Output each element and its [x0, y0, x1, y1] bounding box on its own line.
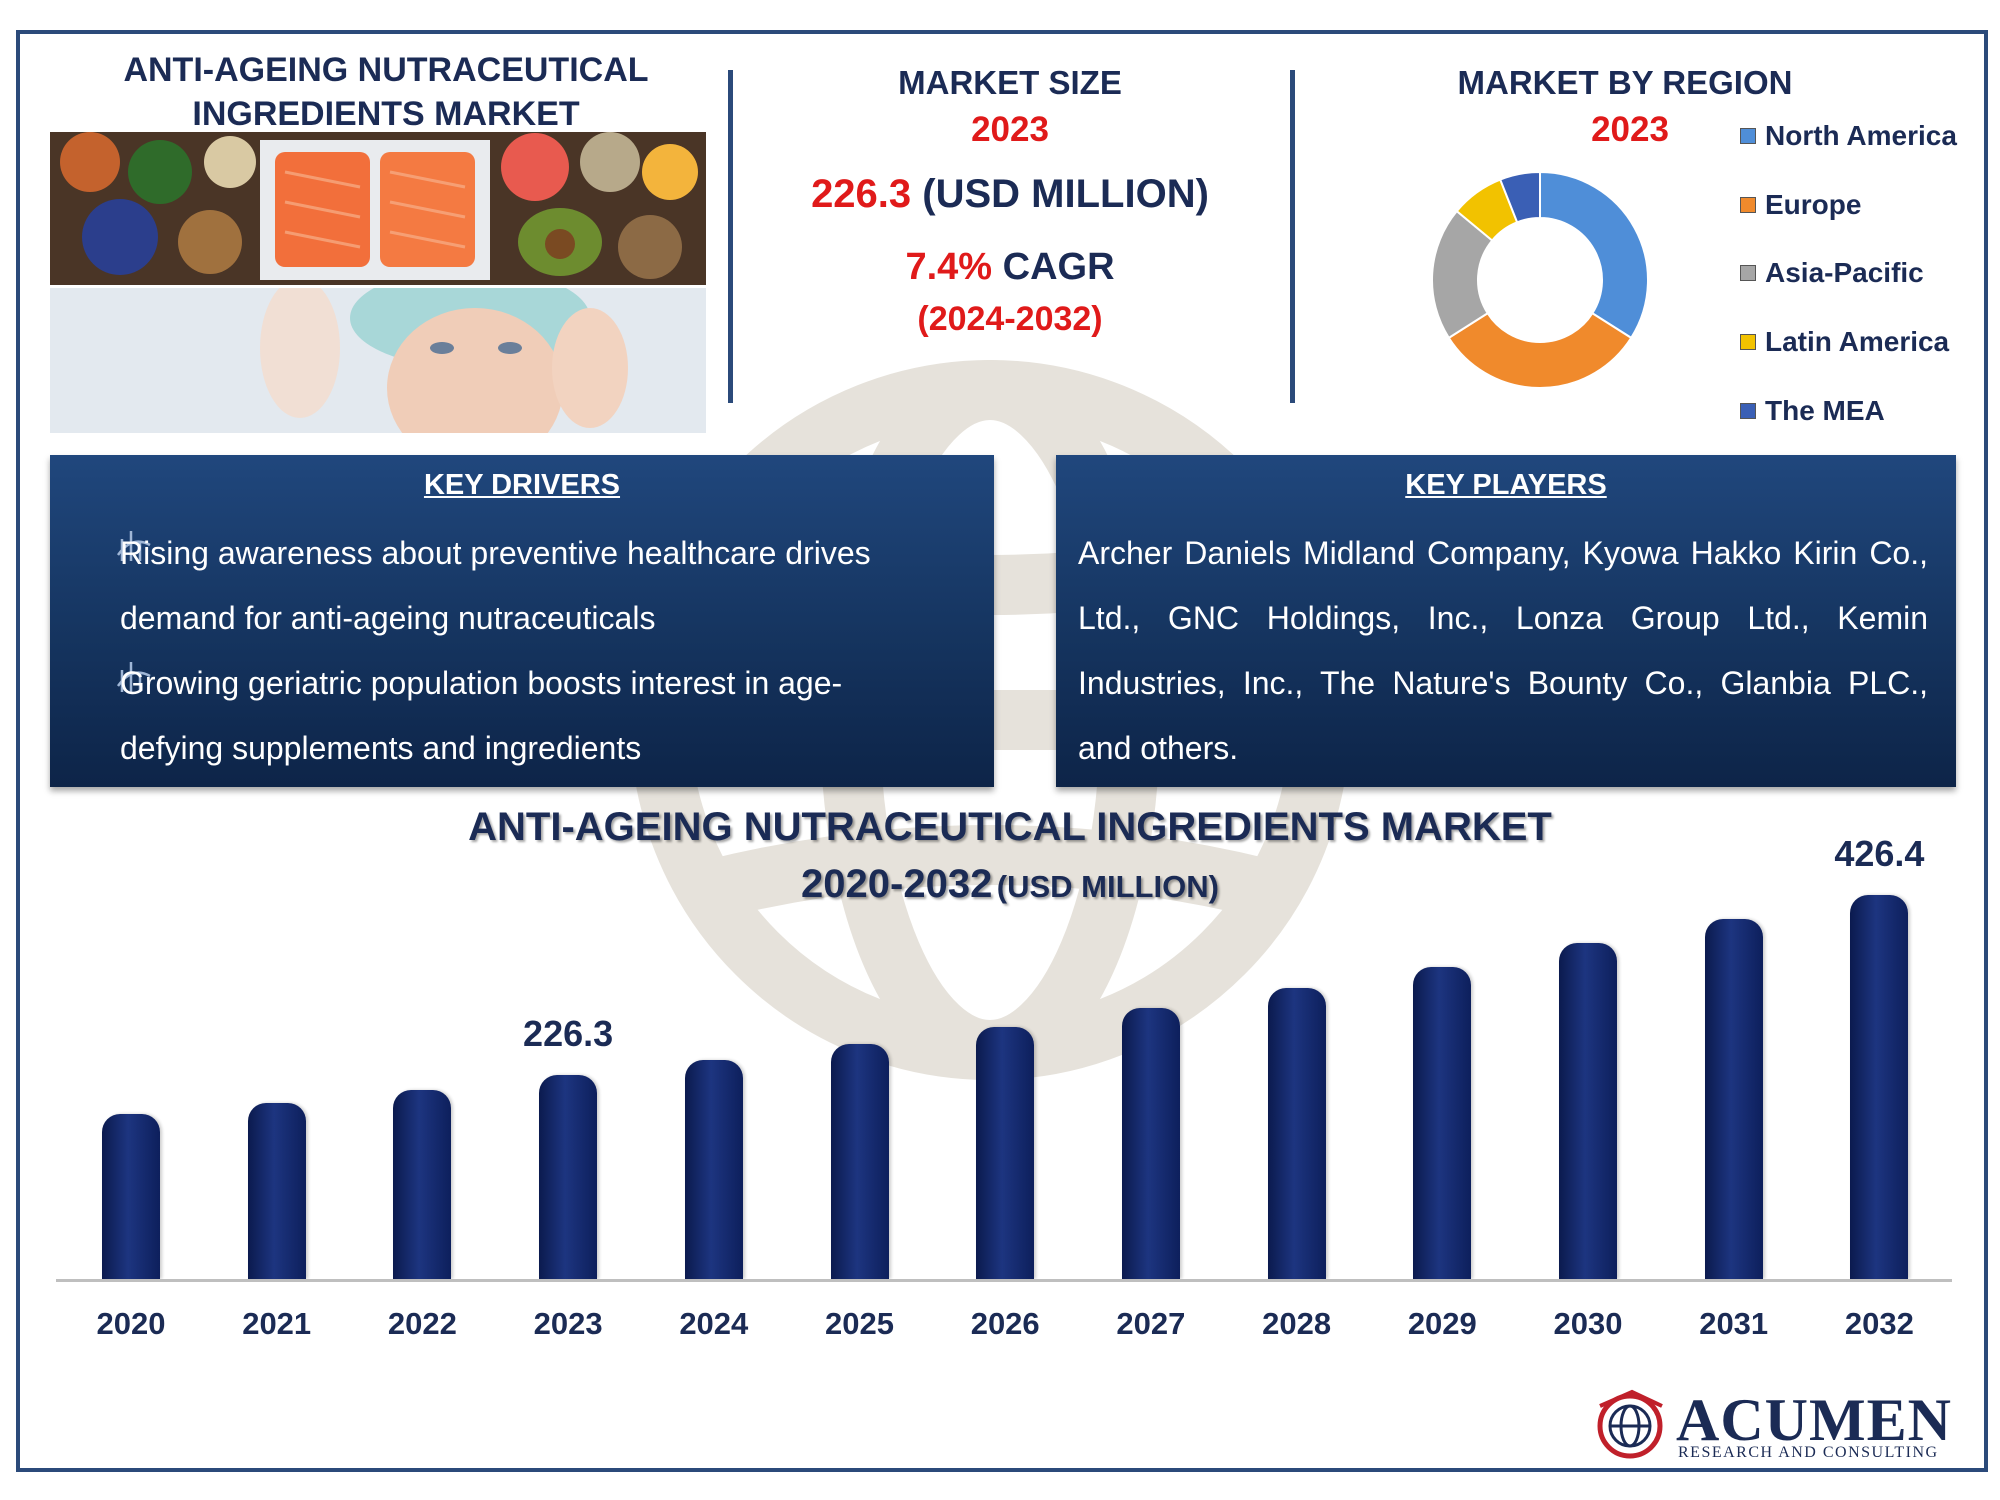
x-tick-label: 2031: [1699, 1306, 1769, 1341]
woman-photo: [50, 288, 706, 433]
bar-chart-baseline: [56, 1279, 1952, 1282]
logo-tagline: RESEARCH AND CONSULTING: [1678, 1444, 1939, 1461]
bar-2025: [830, 1044, 889, 1279]
cagr-value: 7.4%: [905, 246, 993, 288]
x-tick-label: 2023: [533, 1306, 603, 1341]
legend-swatch: [1740, 128, 1756, 144]
key-players-panel: KEY PLAYERS Archer Daniels Midland Compa…: [1056, 455, 1956, 787]
skincare-illustration-icon: [50, 288, 706, 433]
cagr-period: (2024-2032): [917, 300, 1103, 338]
legend-label: Latin America: [1765, 326, 1950, 357]
x-tick-label: 2022: [387, 1306, 457, 1341]
x-tick-label: 2020: [96, 1306, 166, 1341]
food-photo: [50, 132, 706, 285]
acumen-logo-icon: [1597, 1389, 1663, 1459]
bar-2026: [976, 1027, 1035, 1279]
region-heading: MARKET BY REGION: [1457, 64, 1793, 101]
legend-item: North America: [1740, 116, 1957, 156]
bar-2027: [1121, 1008, 1180, 1279]
page-title-line1: ANTI-AGEING NUTRACEUTICAL: [123, 51, 649, 89]
legend-label: Asia-Pacific: [1765, 257, 1924, 288]
page-title: ANTI-AGEING NUTRACEUTICAL INGREDIENTS MA…: [56, 48, 716, 136]
key-players-line-1: Archer Daniels Midland Company, Kyowa Ha…: [1078, 535, 1928, 571]
market-size-heading: MARKET SIZE: [898, 64, 1122, 101]
x-tick-label: 2021: [242, 1306, 312, 1341]
legend-label: The MEA: [1765, 395, 1885, 426]
x-tick-label: 2025: [825, 1306, 894, 1341]
donut-slice-europe: [1447, 311, 1633, 389]
legend-item: Latin America: [1740, 322, 1949, 362]
bar-2031: [1704, 919, 1763, 1279]
bar-chart-subtitle-years: 2020-2032: [801, 862, 993, 906]
legend-swatch: [1740, 197, 1756, 213]
x-tick-label: 2030: [1553, 1306, 1623, 1341]
cagr-line: 7.4% CAGR: [760, 246, 1260, 289]
key-players-text: Archer Daniels Midland Company, Kyowa Ha…: [1078, 521, 1928, 781]
legend-swatch: [1740, 265, 1756, 281]
bar-2032: [1850, 895, 1909, 1279]
cagr-label: CAGR: [1002, 246, 1115, 288]
bar-chart-subtitle: 2020-2032 (USD MILLION): [380, 862, 1640, 907]
bar-2030: [1559, 943, 1617, 1279]
bar-2029: [1413, 966, 1472, 1279]
bar-2022: [393, 1090, 452, 1279]
x-tick-label: 2024: [679, 1306, 749, 1341]
legend-swatch: [1740, 403, 1756, 419]
legend-label: North America: [1765, 120, 1957, 151]
driver-item-2-line1: Growing geriatric population boosts inte…: [120, 665, 843, 701]
market-size-value-line: 226.3 (USD MILLION): [760, 172, 1260, 217]
key-drivers-title: KEY DRIVERS: [423, 469, 621, 501]
x-tick-label: 2028: [1262, 1306, 1332, 1341]
driver-item-1-line2: demand for anti-ageing nutraceuticals: [120, 600, 656, 636]
food-illustration-icon: [50, 132, 706, 285]
bar-data-label: 226.3: [523, 1013, 614, 1055]
growth-chart-icon: [116, 662, 151, 692]
donut-slice-the-mea: [1498, 170, 1541, 224]
region-year: 2023: [1591, 110, 1669, 149]
key-players-line-4: and others.: [1078, 730, 1239, 766]
legend-swatch: [1740, 334, 1756, 350]
bar-2028: [1267, 988, 1326, 1279]
key-players-line-2: Ltd., GNC Holdings, Inc., Lonza Group Lt…: [1078, 600, 1928, 636]
header-divider-right: [1290, 70, 1295, 403]
market-size-unit: (USD MILLION): [922, 172, 1209, 216]
header-divider-left: [728, 70, 733, 403]
x-tick-label: 2026: [970, 1306, 1040, 1341]
logo-name: ACUMEN: [1676, 1387, 1952, 1453]
x-tick-label: 2027: [1116, 1306, 1186, 1341]
outer-frame: [16, 30, 1988, 1472]
driver-item-2-line2: defying supplements and ingredients: [120, 730, 642, 766]
key-players-line-3: Industries, Inc., The Nature's Bounty Co…: [1078, 665, 1928, 701]
legend-item: Asia-Pacific: [1740, 253, 1924, 293]
bar-2020: [102, 1114, 160, 1279]
bar-chart-title: ANTI-AGEING NUTRACEUTICAL INGREDIENTS MA…: [468, 805, 1552, 849]
market-size-year: 2023: [971, 110, 1049, 149]
legend-label: Europe: [1765, 189, 1862, 220]
driver-item-1-line1: Rising awareness about preventive health…: [120, 535, 871, 571]
market-size-value: 226.3: [811, 172, 912, 216]
key-drivers-text: Rising awareness about preventive health…: [120, 521, 980, 781]
bar-2021: [247, 1102, 306, 1279]
bar-chart-subtitle-unit: (USD MILLION): [996, 869, 1219, 904]
bar-2023: [539, 1075, 598, 1279]
x-tick-label: 2032: [1844, 1306, 1914, 1341]
bar-2024: [684, 1060, 743, 1279]
page-title-line2: INGREDIENTS MARKET: [192, 95, 580, 133]
region-donut-chart: [1431, 170, 1649, 389]
donut-slice-north-america: [1539, 170, 1649, 340]
key-drivers-panel: KEY DRIVERS Rising awareness about preve…: [50, 455, 994, 787]
legend-item: The MEA: [1740, 391, 1885, 431]
growth-chart-icon: [116, 531, 151, 561]
bar-data-label: 426.4: [1834, 833, 1925, 875]
key-players-title: KEY PLAYERS: [1405, 469, 1607, 501]
legend-item: Europe: [1740, 185, 1861, 225]
x-tick-label: 2029: [1407, 1306, 1477, 1341]
